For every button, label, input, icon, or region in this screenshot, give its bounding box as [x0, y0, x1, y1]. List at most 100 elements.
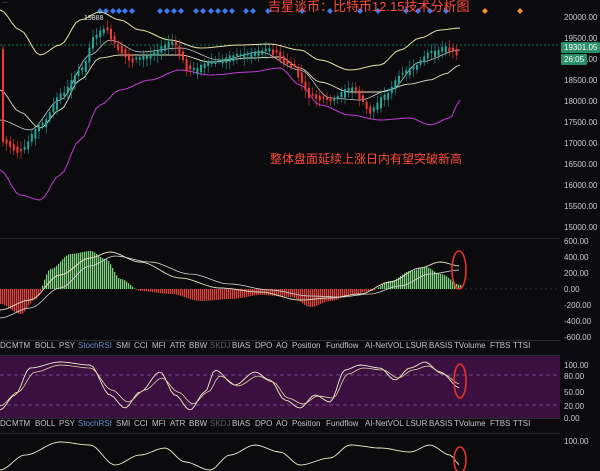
rsi-tick: 20.00 — [564, 402, 585, 411]
tab-cci[interactable]: CCI — [134, 341, 148, 350]
tab-ao[interactable]: AO — [276, 419, 288, 428]
tab-psy[interactable]: PSY — [59, 419, 76, 428]
macd-histogram-bar — [240, 289, 242, 298]
tab-bbw[interactable]: BBW — [189, 419, 208, 428]
macd-histogram-bar — [364, 289, 366, 292]
tab-ttsi[interactable]: TTSI — [513, 419, 531, 428]
candle-body — [369, 106, 372, 114]
tab-smi[interactable]: SMI — [116, 341, 131, 350]
blue-diamond-marker-icon — [171, 8, 177, 14]
macd-histogram-bar — [402, 274, 404, 289]
tab-psy[interactable]: PSY — [59, 341, 76, 350]
tab-mtm[interactable]: MTM — [12, 341, 31, 350]
tab-mfi[interactable]: MFI — [152, 419, 166, 428]
tab-ai-netvol[interactable]: AI-NetVOL — [365, 419, 404, 428]
price-tick: 16500.00 — [564, 160, 598, 169]
macd-histogram-bar — [414, 270, 416, 289]
tab-mfi[interactable]: MFI — [152, 341, 166, 350]
analysis-annotation: 整体盘面延续上涨日内有望突破新高 — [270, 152, 463, 166]
macd-histogram-bar — [434, 271, 436, 289]
tab-atr[interactable]: ATR — [170, 419, 186, 428]
candle-body — [164, 44, 166, 51]
candle-body — [452, 47, 454, 51]
tab-dc[interactable]: DC — [0, 419, 12, 428]
candle-body — [41, 122, 44, 126]
tab-basis[interactable]: BASIS — [429, 419, 453, 428]
macd-histogram-bar — [70, 254, 72, 289]
tab-dpo[interactable]: DPO — [255, 341, 273, 350]
candle-body — [437, 49, 440, 56]
tab-bias[interactable]: BIAS — [232, 341, 251, 350]
tab-tvolume[interactable]: TVolume — [454, 341, 486, 350]
tab-boll[interactable]: BOLL — [35, 341, 56, 350]
tab-atr[interactable]: ATR — [170, 341, 186, 350]
tab-tvolume[interactable]: TVolume — [454, 419, 486, 428]
tab-stochrsi[interactable]: StochRSI — [78, 341, 112, 350]
macd-histogram-bar — [248, 289, 250, 297]
candle-body — [117, 43, 120, 51]
tab-position[interactable]: Position — [292, 419, 321, 428]
candle-body — [358, 89, 361, 100]
macd-histogram-bar — [98, 255, 100, 289]
macd-histogram-bar — [270, 289, 272, 296]
blue-diamond-marker-icon — [415, 8, 421, 14]
blue-diamond-marker-icon — [427, 8, 433, 14]
tab-lsur[interactable]: LSUR — [406, 419, 428, 428]
macd-histogram-bar — [86, 251, 88, 289]
macd-histogram-bar — [316, 289, 318, 306]
macd-histogram-bar — [74, 253, 76, 289]
indicator-tabs-row-1: DC MTM BOLL PSY StochRSI SMI CCI MFI ATR… — [0, 340, 560, 356]
tab-smi[interactable]: SMI — [116, 419, 131, 428]
tab-bias[interactable]: BIAS — [232, 419, 251, 428]
tab-position[interactable]: Position — [292, 341, 321, 350]
macd-histogram-bar — [168, 289, 170, 294]
tab-dc[interactable]: DC — [0, 341, 12, 350]
macd-histogram-bar — [72, 253, 74, 289]
macd-histogram-bar — [282, 289, 284, 297]
macd-histogram-bar — [412, 270, 414, 289]
candle-body — [128, 53, 130, 61]
tab-ftbs[interactable]: FTBS — [490, 341, 511, 350]
macd-histogram-bar — [366, 289, 368, 292]
tab-cci[interactable]: CCI — [134, 419, 148, 428]
blue-diamond-marker-icon — [327, 8, 333, 14]
macd-histogram-bar — [230, 289, 232, 299]
macd-histogram-bar — [120, 279, 122, 289]
blue-diamond-marker-icon — [178, 8, 184, 14]
blue-diamond-marker-icon — [375, 8, 381, 14]
tab-dpo[interactable]: DPO — [255, 419, 273, 428]
tab-skdj[interactable]: SKDJ — [210, 341, 231, 350]
stochrsi-band — [0, 355, 560, 418]
macd-histogram-bar — [218, 289, 220, 300]
tab-ao[interactable]: AO — [276, 341, 288, 350]
macd-histogram-bar — [362, 289, 364, 293]
candle-body — [423, 56, 426, 63]
candle-body — [365, 101, 368, 110]
candle-body — [336, 96, 339, 100]
bollinger-upper-line — [0, 9, 461, 71]
macd-histogram-bar — [304, 289, 306, 305]
tab-skdj[interactable]: SKDJ — [210, 419, 231, 428]
tab-ttsi[interactable]: TTSI — [513, 341, 531, 350]
macd-tick: 200.00 — [564, 269, 589, 278]
macd-histogram-bar — [30, 289, 32, 303]
candle-body — [48, 112, 51, 121]
price-tick: 15500.00 — [564, 202, 598, 211]
tab-lsur[interactable]: LSUR — [406, 341, 428, 350]
macd-histogram-bar — [32, 289, 34, 301]
tab-fundflow[interactable]: Fundflow — [326, 419, 359, 428]
tab-ftbs[interactable]: FTBS — [490, 419, 511, 428]
red-ellipse-highlight-icon — [453, 446, 467, 471]
tab-basis[interactable]: BASIS — [429, 341, 453, 350]
tab-ai-netvol[interactable]: AI-NetVOL — [365, 341, 404, 350]
candle-body — [243, 53, 246, 60]
stochrsi-k-line — [0, 361, 460, 411]
candle-body — [268, 48, 271, 52]
tab-boll[interactable]: BOLL — [35, 419, 56, 428]
tab-fundflow[interactable]: Fundflow — [326, 341, 359, 350]
stochrsi-d-line — [0, 364, 460, 407]
tab-mtm[interactable]: MTM — [12, 419, 31, 428]
tab-stochrsi[interactable]: StochRSI — [78, 419, 112, 428]
tab-bbw[interactable]: BBW — [189, 341, 208, 350]
